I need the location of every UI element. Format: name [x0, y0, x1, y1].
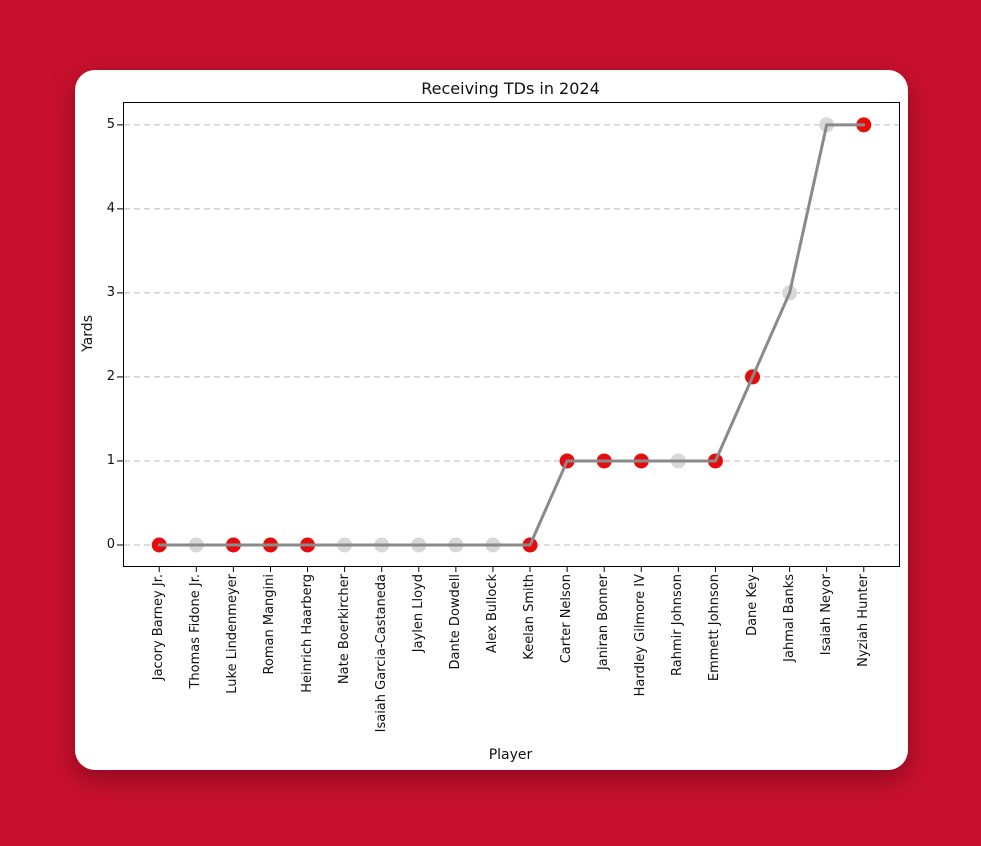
- x-tick-label: Isaiah Neyor: [818, 574, 834, 656]
- x-tick-label-wrap: Keelan Smith: [522, 574, 538, 660]
- x-tick-label-wrap: Isaiah Garcia-Castaneda: [374, 574, 390, 732]
- chart-card: Receiving TDs in 2024 Yards 0 1 2 3 4 5 Jacory…: [75, 70, 908, 770]
- x-tick-label: Hardley Gilmore IV: [633, 574, 649, 697]
- x-tick-label: Thomas Fidone Jr.: [188, 574, 204, 689]
- x-tick-label-wrap: Dante Dowdell: [448, 574, 464, 670]
- x-tick-label-wrap: Jahmal Banks: [782, 574, 798, 662]
- x-tick-label: Emmett Johnson: [707, 574, 723, 682]
- x-tick-label: Isaiah Garcia-Castaneda: [373, 574, 389, 733]
- chart-title: Receiving TDs in 2024: [421, 79, 600, 98]
- x-tick-label-wrap: Jacory Barney Jr.: [151, 574, 167, 680]
- x-tick-label: Jacory Barney Jr.: [151, 574, 167, 681]
- x-tick-label: Heinrich Haarberg: [299, 574, 315, 693]
- x-tick-label-wrap: Heinrich Haarberg: [300, 574, 316, 693]
- x-tick-label-wrap: Jaylen Lloyd: [411, 574, 427, 652]
- x-tick-label-wrap: Nyziah Hunter: [856, 574, 872, 667]
- x-tick-label-wrap: Dane Key: [745, 574, 761, 636]
- x-tick-label-wrap: Carter Nelson: [559, 574, 575, 663]
- x-tick-label-wrap: Alex Bullock: [485, 574, 501, 653]
- x-tick-label: Nyziah Hunter: [855, 574, 871, 667]
- y-tick-label: 3: [106, 284, 115, 300]
- x-tick-label-wrap: Isaiah Neyor: [819, 574, 835, 655]
- x-tick-label: Dane Key: [744, 574, 760, 636]
- x-tick-label: Roman Mangini: [262, 574, 278, 675]
- x-tick-label: Alex Bullock: [484, 574, 500, 654]
- x-tick-label-wrap: Luke Lindenmeyer: [225, 574, 241, 694]
- x-tick-label: Dante Dowdell: [447, 574, 463, 670]
- x-axis-label: Player: [488, 747, 533, 763]
- plot-svg: [117, 117, 899, 572]
- x-tick-label-wrap: Nate Boerkircher: [337, 574, 353, 684]
- plot-area: 0 1 2 3 4 5 Jacory Barney Jr. Thomas Fidone Jr.…: [107, 102, 900, 732]
- x-tick-label: Carter Nelson: [559, 574, 575, 664]
- x-tick-label: Jahmal Banks: [781, 574, 797, 662]
- x-tick-label-wrap: Thomas Fidone Jr.: [188, 574, 204, 689]
- y-tick-label: 5: [106, 116, 115, 132]
- x-tick-label-wrap: Janiran Bonner: [596, 574, 612, 670]
- x-tick-label: Janiran Bonner: [596, 574, 612, 671]
- y-tick-label: 0: [106, 536, 115, 552]
- y-axis-label: Yards: [80, 315, 96, 352]
- x-tick-label-wrap: Emmett Johnson: [707, 574, 723, 681]
- y-tick-label: 4: [106, 200, 115, 216]
- x-tick-label: Nate Boerkircher: [336, 574, 352, 685]
- y-tick-label: 1: [106, 452, 115, 468]
- x-tick-label: Keelan Smith: [522, 574, 538, 660]
- x-tick-label-wrap: Rahmir Johnson: [670, 574, 686, 676]
- trend-line: [157, 123, 866, 547]
- x-tick-label: Jaylen Lloyd: [410, 574, 426, 653]
- x-tick-label: Luke Lindenmeyer: [225, 574, 241, 694]
- y-tick-label: 2: [106, 368, 115, 384]
- x-tick-label-wrap: Hardley Gilmore IV: [633, 574, 649, 696]
- x-tick-label: Rahmir Johnson: [670, 574, 686, 676]
- y-axis-label-wrap: Yards: [78, 102, 98, 565]
- x-tick-label-wrap: Roman Mangini: [262, 574, 278, 675]
